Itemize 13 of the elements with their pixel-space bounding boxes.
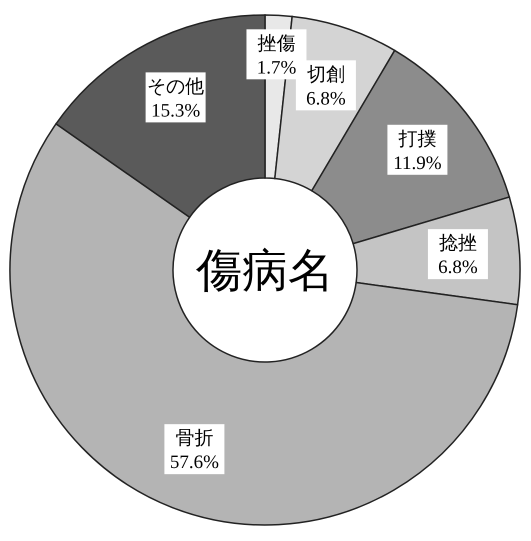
data-label: 6.8% xyxy=(438,257,478,278)
slice-label: その他 xyxy=(147,76,204,98)
data-label: 15.3% xyxy=(151,100,200,122)
data-label: 6.8% xyxy=(306,88,346,110)
data-label: 1.7% xyxy=(256,57,296,78)
slice-label: 打撲 xyxy=(397,128,436,150)
text: 傷病名 xyxy=(195,245,334,296)
data-label: 11.9% xyxy=(393,152,442,174)
slice-label: 捻挫 xyxy=(438,233,477,254)
slice-label: 骨折 xyxy=(175,428,214,450)
slice-label: 挫傷 xyxy=(257,33,296,54)
slice-label: 切創 xyxy=(306,64,345,86)
data-label: 57.6% xyxy=(170,452,220,474)
